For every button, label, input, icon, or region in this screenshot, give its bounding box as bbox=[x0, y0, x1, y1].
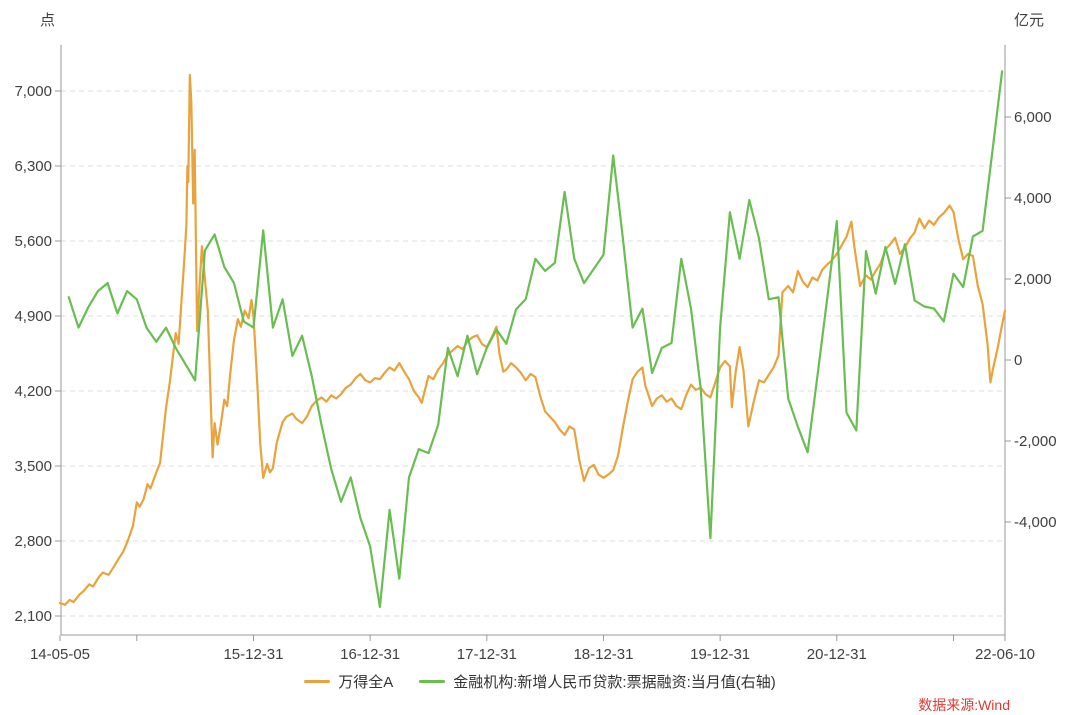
legend-item-wind-all-a: 万得全A bbox=[304, 671, 393, 692]
x-axis-tick-label: 15-12-31 bbox=[223, 646, 283, 663]
left-axis-tick-label: 2,800 bbox=[14, 533, 52, 550]
x-axis-tick-label: 20-12-31 bbox=[807, 646, 867, 663]
wind-all-a-legend-swatch bbox=[304, 680, 331, 683]
x-axis-tick-label: 14-05-05 bbox=[30, 646, 90, 663]
right-axis-tick-label: -2,000 bbox=[1014, 433, 1057, 450]
right-axis-tick-label: 4,000 bbox=[1014, 190, 1052, 207]
right-axis-tick-label: -4,000 bbox=[1014, 514, 1057, 531]
left-axis-tick-label: 5,600 bbox=[14, 233, 52, 250]
data-source-watermark: 数据来源:Wind bbox=[918, 697, 1010, 713]
x-axis-tick-label: 16-12-31 bbox=[340, 646, 400, 663]
left-axis-title: 点 bbox=[40, 12, 56, 29]
legend-item-bill-financing: 金融机构:新增人民币贷款:票据融资:当月值(右轴) bbox=[419, 671, 776, 692]
x-axis-tick-label: 18-12-31 bbox=[573, 646, 633, 663]
left-axis-tick-label: 4,900 bbox=[14, 308, 52, 325]
left-axis-tick-label: 2,100 bbox=[14, 608, 52, 625]
wind-all-a-legend-label: 万得全A bbox=[338, 674, 394, 691]
bill-financing-legend-label: 金融机构:新增人民币贷款:票据融资:当月值(右轴) bbox=[453, 674, 776, 691]
x-axis-tick-label: 22-06-10 bbox=[975, 646, 1035, 663]
legend: 万得全A 金融机构:新增人民币贷款:票据融资:当月值(右轴) bbox=[0, 671, 1080, 692]
left-axis-tick-label: 3,500 bbox=[14, 458, 52, 475]
x-axis-tick-label: 17-12-31 bbox=[457, 646, 517, 663]
bill-financing-line bbox=[67, 70, 1004, 609]
right-axis-title: 亿元 bbox=[1014, 12, 1045, 29]
x-axis-tick-label: 19-12-31 bbox=[690, 646, 750, 663]
bill-financing-legend-swatch bbox=[419, 680, 446, 683]
right-axis-tick-label: 2,000 bbox=[1014, 271, 1052, 288]
left-axis-tick-label: 6,300 bbox=[14, 158, 52, 175]
right-axis-tick-label: 6,000 bbox=[1014, 109, 1052, 126]
left-axis-tick-label: 7,000 bbox=[14, 83, 52, 100]
wind-all-a-line bbox=[58, 73, 1007, 606]
right-axis-tick-label: 0 bbox=[1014, 352, 1022, 369]
left-axis-tick-label: 4,200 bbox=[14, 383, 52, 400]
